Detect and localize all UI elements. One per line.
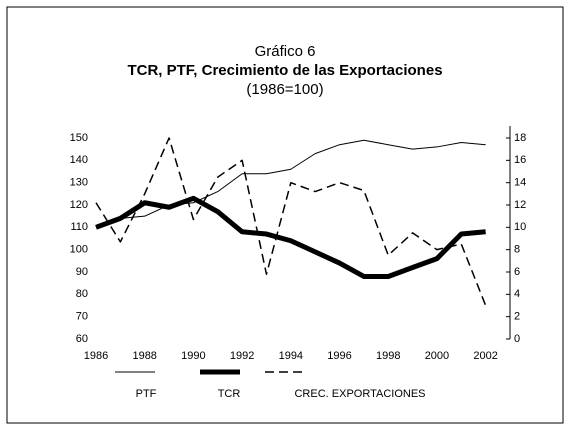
series-line bbox=[95, 139, 486, 228]
chart-note: (1986=100) bbox=[246, 81, 323, 98]
y-tick-label: 110 bbox=[70, 221, 88, 233]
legend-label: CREC. EXPORTACIONES bbox=[294, 388, 425, 400]
x-tick-label: 2002 bbox=[473, 350, 497, 362]
y-tick-label: 100 bbox=[70, 244, 88, 256]
y-tick-label: 60 bbox=[76, 333, 88, 345]
y2-tick-label: 2 bbox=[514, 311, 520, 323]
y2-tick-label: 12 bbox=[514, 199, 526, 211]
legend-label: PTF bbox=[136, 388, 157, 400]
x-tick-label: 2000 bbox=[425, 350, 449, 362]
y-tick-label: 150 bbox=[70, 132, 88, 144]
y2-tick-label: 10 bbox=[514, 221, 526, 233]
y2-tick-label: 18 bbox=[514, 132, 526, 144]
legend-label: TCR bbox=[218, 388, 241, 400]
y-tick-label: 90 bbox=[76, 266, 88, 278]
chart-subtitle: TCR, PTF, Crecimiento de las Exportacion… bbox=[127, 62, 442, 79]
x-tick-label: 1986 bbox=[84, 350, 108, 362]
y2-tick-label: 0 bbox=[514, 333, 520, 345]
y-tick-label: 80 bbox=[76, 288, 88, 300]
x-tick-label: 1998 bbox=[376, 350, 400, 362]
x-tick-label: 1990 bbox=[181, 350, 205, 362]
y2-tick-label: 6 bbox=[514, 266, 520, 278]
y2-tick-label: 8 bbox=[514, 244, 520, 256]
series-line bbox=[95, 195, 486, 279]
y-tick-label: 140 bbox=[70, 154, 88, 166]
x-tick-label: 1994 bbox=[279, 350, 303, 362]
y-tick-label: 70 bbox=[76, 311, 88, 323]
chart-title: Gráfico 6 bbox=[255, 43, 316, 60]
y-tick-label: 130 bbox=[70, 177, 88, 189]
x-tick-label: 1996 bbox=[327, 350, 351, 362]
x-tick-label: 1988 bbox=[132, 350, 156, 362]
y2-tick-label: 4 bbox=[514, 288, 520, 300]
x-tick-label: 1992 bbox=[230, 350, 254, 362]
series-line bbox=[95, 137, 487, 306]
frame bbox=[6, 6, 564, 424]
y2-tick-label: 16 bbox=[514, 154, 526, 166]
y-tick-label: 120 bbox=[70, 199, 88, 211]
y2-tick-label: 14 bbox=[514, 177, 526, 189]
